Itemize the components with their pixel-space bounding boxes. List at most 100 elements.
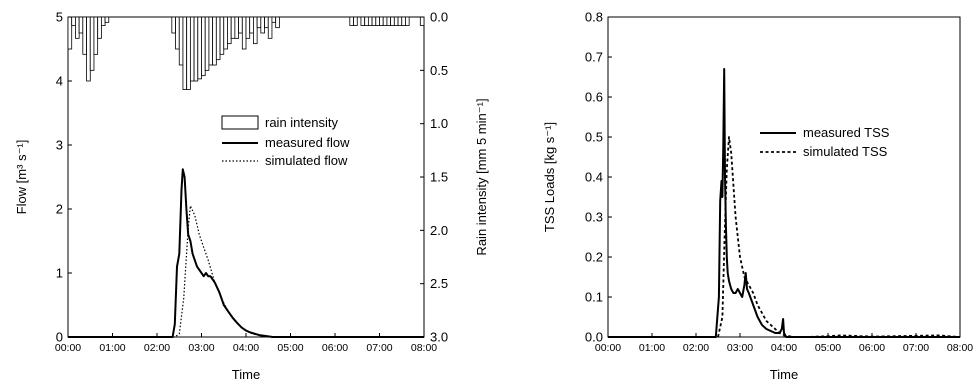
rain-bar <box>215 16 221 61</box>
x-tick-label: 02:00 <box>144 342 170 354</box>
y-tick-label: 5 <box>56 10 63 25</box>
rain-bar <box>97 16 102 39</box>
flow-rain-chart: 00:00 01:00 02:00 03:00 04:00 05:00 06:00 07:00… <box>14 10 489 383</box>
rain-bar <box>171 16 176 34</box>
rain-bar <box>241 16 247 50</box>
y-tick-label: 3 <box>56 138 63 153</box>
x-tick-label: 02:00 <box>683 342 709 354</box>
rain-bar <box>223 16 228 50</box>
rain-bar <box>382 16 388 26</box>
rain-bar <box>227 16 232 45</box>
rain-bar <box>353 16 358 26</box>
x-tick-label: 07:00 <box>903 342 929 354</box>
rain-bar <box>104 16 110 23</box>
y-tick-label: 1 <box>56 266 63 281</box>
y-tick-label: 4 <box>56 74 63 89</box>
rain-bar <box>178 16 184 66</box>
x-tick-label: 08:00 <box>411 342 437 354</box>
y-right-tick-label: 0.0 <box>430 10 448 25</box>
rain-bar <box>230 16 236 39</box>
plot-frame <box>67 16 425 338</box>
x-tick-label: 03:00 <box>727 342 753 354</box>
y-axis-left-ticks: 0 1 2 3 4 5 <box>56 10 72 345</box>
x-tick-label: 07:00 <box>366 342 392 354</box>
rain-bar <box>405 16 410 26</box>
rain-bar <box>401 16 406 26</box>
y-axis-right-ticks: 0.0 0.5 1.0 1.5 2.0 2.5 3.0 <box>420 10 448 345</box>
rain-bar <box>208 16 214 66</box>
x-tick-label: 01:00 <box>99 342 125 354</box>
x-tick-label: 04:00 <box>233 342 259 354</box>
y-axis-label: TSS Loads [kg s⁻¹] <box>542 122 557 232</box>
rain-bar <box>386 16 392 26</box>
x-tick-label: 05:00 <box>815 342 841 354</box>
x-tick-label: 05:00 <box>277 342 303 354</box>
x-tick-label: 01:00 <box>639 342 665 354</box>
rain-bar <box>253 16 258 45</box>
y-tick-label: 2 <box>56 202 63 217</box>
y-tick-label: 0.8 <box>585 10 603 25</box>
y-tick-label: 0.1 <box>585 290 603 305</box>
rain-bar <box>371 16 377 26</box>
legend-rain-swatch <box>221 115 259 130</box>
rain-bar <box>397 16 403 26</box>
rain-bar <box>82 16 87 55</box>
rain-bar <box>256 16 262 29</box>
rain-bar <box>360 16 366 26</box>
rain-bar <box>245 16 251 39</box>
rain-bar <box>197 16 202 80</box>
x-axis-label: Time <box>232 367 260 382</box>
rain-bar <box>264 16 269 29</box>
rain-bar <box>390 16 395 26</box>
y-tick-label: 0.5 <box>585 130 603 145</box>
rain-bar <box>189 16 195 82</box>
rain-bar <box>375 16 380 26</box>
rain-bar <box>175 16 180 50</box>
rain-bar <box>78 16 84 34</box>
y-tick-label: 0 <box>56 330 63 345</box>
rain-bar <box>86 16 91 82</box>
legend-measured-label: measured flow <box>265 135 350 150</box>
tss-chart: 00:00 01:00 02:00 03:00 04:00 05:00 06:00 07:00… <box>542 10 973 383</box>
rain-bar <box>260 16 265 34</box>
simulated-flow-line <box>68 205 424 338</box>
rain-bar <box>393 16 399 26</box>
y-axis-left-label: Flow [m³ s⁻¹] <box>14 140 29 215</box>
rain-bars <box>67 16 425 90</box>
x-tick-label: 04:00 <box>771 342 797 354</box>
tss-lines <box>608 68 961 338</box>
rain-bar <box>182 16 188 90</box>
y-tick-label: 0.2 <box>585 250 603 265</box>
y-tick-label: 0.7 <box>585 50 603 65</box>
rain-bar <box>75 16 80 39</box>
x-axis-ticks: 00:00 01:00 02:00 03:00 04:00 05:00 06:00 07:00… <box>595 333 973 354</box>
y-right-tick-label: 3.0 <box>430 330 448 345</box>
rain-bar <box>349 16 354 26</box>
legend-simulated-label: simulated TSS <box>803 144 888 159</box>
rain-bar <box>275 16 280 29</box>
legend-rain-label: rain intensity <box>265 115 338 130</box>
rain-bar <box>249 16 254 34</box>
y-tick-label: 0.0 <box>585 330 603 345</box>
rain-bar <box>234 16 239 39</box>
y-right-tick-label: 1.0 <box>430 116 448 131</box>
rain-bar <box>193 16 199 82</box>
rain-bar <box>201 16 206 77</box>
rain-bar <box>219 16 225 55</box>
x-axis-ticks: 00:00 01:00 02:00 03:00 04:00 05:00 06:00 07:00… <box>55 333 437 354</box>
rain-bar <box>367 16 373 26</box>
rain-bar <box>93 16 99 55</box>
rain-bar <box>89 16 95 71</box>
rain-bar <box>71 16 76 26</box>
rain-bar <box>364 16 369 26</box>
simulated-tss-line <box>608 136 961 338</box>
rain-bar <box>100 16 106 26</box>
rain-bar <box>267 16 273 39</box>
x-tick-label: 06:00 <box>322 342 348 354</box>
y-tick-label: 0.4 <box>585 170 603 185</box>
legend-measured-label: measured TSS <box>803 125 890 140</box>
y-axis-ticks: 0.0 0.1 0.2 0.3 0.4 0.5 0.6 0.7 0.8 <box>585 10 612 345</box>
rain-bar <box>204 16 210 71</box>
plot-frame <box>607 16 961 338</box>
flow-lines <box>68 168 424 338</box>
